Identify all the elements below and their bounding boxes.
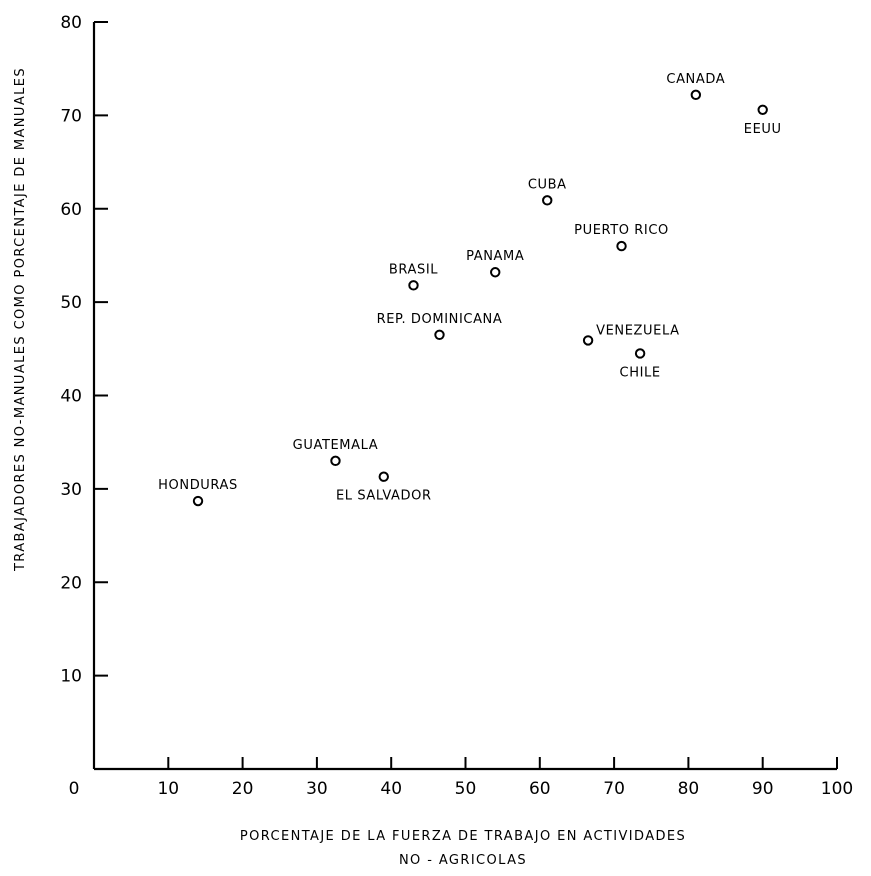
y-tick-label: 40 [60, 387, 82, 407]
x-tick-label: 0 [69, 779, 80, 799]
point-label: PANAMA [466, 249, 524, 264]
data-point [408, 280, 419, 291]
data-point [330, 455, 341, 467]
point-label: REP. DOMINICANA [377, 312, 503, 327]
y-tick-label: 30 [60, 480, 82, 500]
y-tick-label: 50 [60, 293, 82, 313]
data-point [690, 89, 702, 101]
y-tick-label: 20 [60, 573, 82, 593]
y-tick-label: 60 [60, 200, 82, 220]
x-tick-label: 90 [752, 779, 774, 799]
point-label: CUBA [528, 177, 567, 192]
axes [92, 22, 837, 771]
point-label: VENEZUELA [596, 323, 680, 338]
x-tick-label: 30 [306, 779, 328, 799]
y-tick-label: 70 [60, 106, 82, 126]
data-points: HONDURAS GUATEMALA EL SALVADOR BRASIL REP. D… [158, 72, 782, 507]
data-point [434, 329, 445, 341]
point-label: BRASIL [389, 262, 438, 277]
x-tick-label: 20 [232, 779, 254, 799]
data-point [582, 335, 594, 346]
data-point [634, 348, 646, 359]
data-point [757, 104, 768, 115]
x-axis-title: PORCENTAJE DE LA FUERZA DE TRABAJO EN AC… [240, 829, 686, 844]
y-tick-label: 10 [60, 667, 82, 687]
x-tick-label: 70 [603, 779, 625, 799]
point-label: PUERTO RICO [574, 223, 669, 238]
point-label: CANADA [666, 72, 725, 87]
x-tick-label: 40 [380, 779, 402, 799]
x-tick-label: 80 [678, 779, 700, 799]
x-tick-label: 60 [529, 779, 551, 799]
data-point [378, 471, 389, 482]
point-label: EL SALVADOR [336, 489, 432, 504]
data-point [490, 267, 501, 278]
y-axis-title: TRABAJADORES NO-MANUALES COMO PORCENTAJE… [13, 67, 28, 572]
point-label: HONDURAS [158, 478, 238, 493]
ticks: 0 10 20 30 40 50 60 70 80 90 100 10 20 30 40 50 60 70 80 [60, 13, 853, 799]
x-tick-label: 50 [455, 779, 477, 799]
data-point [542, 195, 553, 206]
point-label: CHILE [620, 365, 661, 380]
data-point [616, 240, 627, 252]
x-tick-label: 10 [157, 779, 179, 799]
data-point [192, 495, 204, 507]
point-label: EEUU [744, 122, 782, 137]
x-tick-label: 100 [821, 779, 853, 799]
x-axis-title-line2: NO - AGRICOLAS [399, 853, 527, 868]
y-tick-label: 80 [60, 13, 82, 33]
point-label: GUATEMALA [293, 438, 379, 453]
